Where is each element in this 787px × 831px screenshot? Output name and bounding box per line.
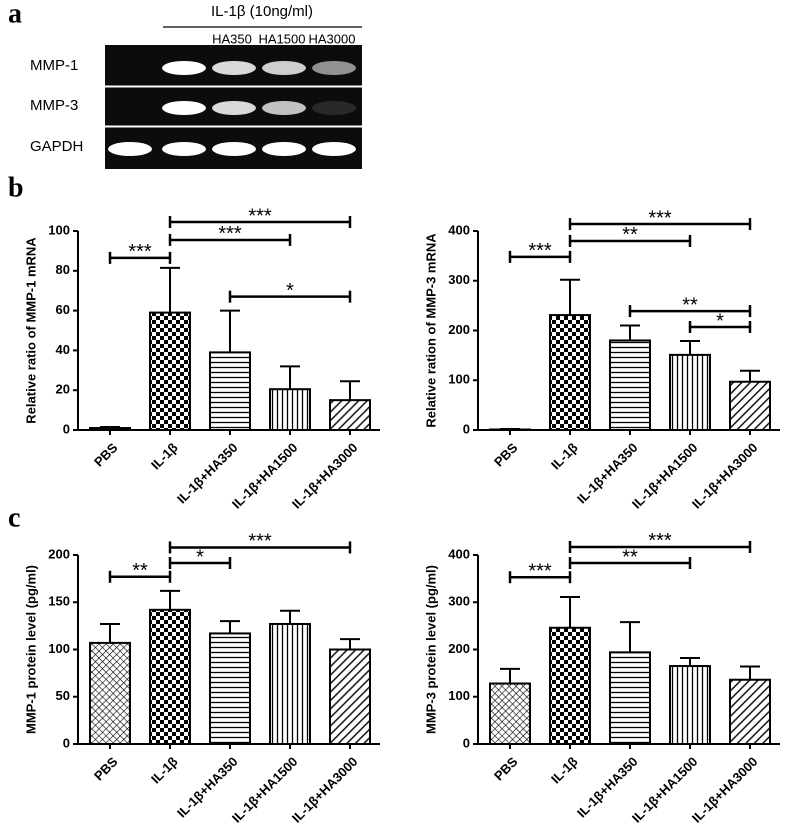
bar bbox=[669, 665, 711, 745]
bar bbox=[209, 632, 251, 745]
gel-band bbox=[262, 61, 306, 75]
y-tick-label: 400 bbox=[448, 546, 470, 561]
y-tick-label: 200 bbox=[448, 641, 470, 656]
significance-label: * bbox=[196, 546, 204, 568]
y-tick-label: 400 bbox=[448, 222, 470, 237]
gel-row-label: MMP-1 bbox=[30, 57, 78, 74]
significance-label: *** bbox=[218, 223, 242, 245]
bar bbox=[669, 353, 711, 431]
bar bbox=[269, 388, 311, 431]
significance-label: *** bbox=[128, 241, 152, 263]
gel-band bbox=[212, 101, 256, 115]
y-tick-label: 0 bbox=[63, 735, 70, 750]
y-tick-label: 0 bbox=[63, 421, 70, 436]
x-tick-label: PBS bbox=[491, 754, 521, 784]
y-tick-label: 100 bbox=[448, 688, 470, 703]
bar bbox=[89, 427, 131, 432]
gel-lane-label: HA350 bbox=[212, 31, 252, 46]
y-tick-label: 0 bbox=[463, 421, 470, 436]
bar bbox=[149, 311, 191, 431]
panel-label: a bbox=[8, 0, 22, 29]
gel-row-label: GAPDH bbox=[30, 138, 83, 155]
y-tick-label: 300 bbox=[448, 594, 470, 609]
x-tick-label: IL-1β bbox=[148, 440, 181, 473]
x-tick-label: IL-1β bbox=[548, 440, 581, 473]
significance-label: ** bbox=[682, 294, 698, 316]
y-axis-label: MMP-3 protein level (pg/ml) bbox=[423, 565, 438, 734]
panel-label: b bbox=[8, 172, 24, 203]
gel-band bbox=[312, 61, 356, 75]
y-tick-label: 300 bbox=[448, 272, 470, 287]
y-tick-label: 80 bbox=[56, 262, 70, 277]
gel-band bbox=[262, 142, 306, 156]
significance-label: *** bbox=[648, 530, 672, 552]
bar bbox=[729, 678, 771, 745]
bar bbox=[489, 682, 531, 746]
gel-header: IL-1β (10ng/ml) bbox=[211, 3, 313, 20]
y-tick-label: 50 bbox=[56, 688, 70, 703]
x-tick-label: IL-1β+HA350 bbox=[174, 440, 241, 507]
y-tick-label: 200 bbox=[448, 322, 470, 337]
bar bbox=[329, 648, 371, 745]
y-tick-label: 100 bbox=[448, 372, 470, 387]
x-tick-label: PBS bbox=[491, 440, 521, 470]
x-tick-label: IL-1β+HA350 bbox=[174, 754, 241, 821]
gel-lane-label: HA1500 bbox=[259, 31, 306, 46]
panel-label: c bbox=[8, 502, 20, 533]
significance-label: *** bbox=[248, 205, 272, 227]
gel-band bbox=[108, 142, 152, 156]
x-tick-label: IL-1β+HA350 bbox=[574, 440, 641, 507]
y-tick-label: 0 bbox=[463, 735, 470, 750]
bar bbox=[209, 351, 251, 432]
gel-band bbox=[212, 142, 256, 156]
significance-label: * bbox=[286, 280, 294, 302]
bar bbox=[549, 314, 591, 432]
significance-label: *** bbox=[248, 531, 272, 553]
bar bbox=[149, 608, 191, 745]
gel-band bbox=[162, 142, 206, 156]
bar bbox=[729, 380, 771, 431]
significance-label: * bbox=[716, 310, 724, 332]
significance-label: ** bbox=[622, 224, 638, 246]
bar bbox=[549, 626, 591, 746]
significance-label: *** bbox=[648, 207, 672, 229]
gel-band bbox=[312, 101, 356, 115]
gel-band bbox=[212, 61, 256, 75]
gel-lane-label: HA3000 bbox=[309, 31, 356, 46]
y-tick-label: 20 bbox=[56, 382, 70, 397]
y-axis-label: Relative ration of MMP-3 mRNA bbox=[423, 233, 438, 428]
y-axis-label: MMP-1 protein level (pg/ml) bbox=[23, 565, 38, 734]
y-tick-label: 60 bbox=[56, 302, 70, 317]
gel-row-label: MMP-3 bbox=[30, 97, 78, 114]
bar bbox=[609, 651, 651, 746]
gel-band bbox=[312, 142, 356, 156]
significance-label: ** bbox=[622, 546, 638, 568]
y-tick-label: 100 bbox=[48, 222, 70, 237]
gel-band bbox=[162, 61, 206, 75]
x-tick-label: PBS bbox=[91, 754, 121, 784]
bar bbox=[609, 339, 651, 432]
significance-label: *** bbox=[528, 240, 552, 262]
y-tick-label: 40 bbox=[56, 342, 70, 357]
y-tick-label: 200 bbox=[48, 546, 70, 561]
significance-label: *** bbox=[528, 560, 552, 582]
y-axis-label: Relative ratio of MMP-1 mRNA bbox=[23, 237, 38, 424]
x-tick-label: PBS bbox=[91, 440, 121, 470]
bar bbox=[329, 399, 371, 431]
gel-band bbox=[162, 101, 206, 115]
significance-label: ** bbox=[132, 560, 148, 582]
y-tick-label: 100 bbox=[48, 641, 70, 656]
x-tick-label: IL-1β+HA350 bbox=[574, 754, 641, 821]
bar bbox=[89, 641, 131, 746]
y-tick-label: 150 bbox=[48, 594, 70, 609]
bar bbox=[269, 622, 311, 745]
x-tick-label: IL-1β bbox=[148, 754, 181, 787]
x-tick-label: IL-1β bbox=[548, 754, 581, 787]
gel-band bbox=[262, 101, 306, 115]
